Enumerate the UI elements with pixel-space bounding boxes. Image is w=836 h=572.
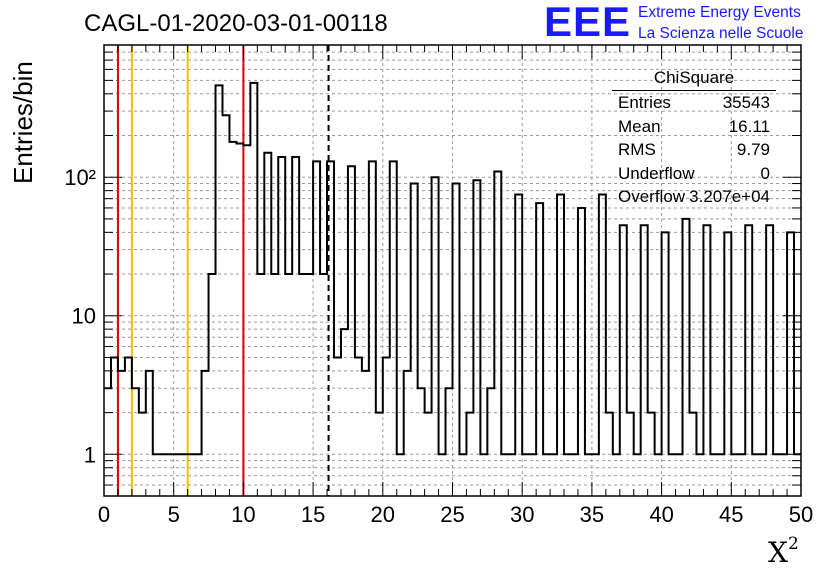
chart-title: CAGL-01-2020-03-01-00118 xyxy=(84,10,388,37)
x-tick-label: 20 xyxy=(371,502,395,527)
x-tick-label: 35 xyxy=(580,502,604,527)
x-tick-label: 10 xyxy=(231,502,255,527)
stats-row-mean: Mean 16.11 xyxy=(612,115,776,139)
stats-row-underflow: Underflow 0 xyxy=(612,162,776,186)
x-tick-label: 0 xyxy=(98,502,110,527)
stats-value: 0 xyxy=(760,163,770,183)
stats-value: 9.79 xyxy=(736,140,770,159)
stats-value: 35543 xyxy=(722,93,770,112)
logo-caption-line1: Extreme Energy Events xyxy=(638,4,801,21)
x-tick-label: 30 xyxy=(510,502,534,527)
stats-key: Mean xyxy=(618,116,661,136)
x-tick-label: 45 xyxy=(719,502,743,527)
y-tick-label: 1 xyxy=(84,442,96,467)
stats-row-rms: RMS 9.79 xyxy=(612,138,776,162)
histogram-series xyxy=(104,81,801,456)
tick-labels: 0 5 10 15 20 25 30 35 40 45 50 1 10 10² xyxy=(64,165,813,527)
stats-key: RMS xyxy=(618,140,656,159)
y-tick-label: 10² xyxy=(64,165,96,190)
x-axis-label-exponent: 2 xyxy=(787,534,799,554)
stats-row-entries: Entries 35543 xyxy=(612,91,776,115)
x-tick-label: 15 xyxy=(301,502,325,527)
x-tick-label: 5 xyxy=(168,502,180,527)
stats-key: Overflow xyxy=(618,187,686,206)
y-axis-label: Entries/bin xyxy=(8,61,38,184)
stats-title: ChiSquare xyxy=(612,66,776,91)
stats-row-overflow: Overflow 3.207e+04 xyxy=(612,185,776,209)
x-tick-label: 25 xyxy=(440,502,464,527)
logo-caption-line2: La Scienza nelle Scuole xyxy=(638,25,804,42)
stats-key: Entries xyxy=(618,93,671,112)
y-tick-label: 10 xyxy=(72,304,96,329)
stats-box: ChiSquare Entries 35543 Mean 16.11 RMS 9.79… xyxy=(612,66,776,209)
eee-logo: EEE xyxy=(544,0,632,45)
stats-value: 3.207e+04 xyxy=(689,187,770,206)
reference-lines xyxy=(116,45,330,496)
axis-ticks xyxy=(103,44,802,497)
x-tick-label: 40 xyxy=(649,502,673,527)
x-tick-label: 50 xyxy=(789,502,813,527)
x-axis-label: X2 xyxy=(768,534,799,569)
stats-key: Underflow xyxy=(618,163,695,183)
x-axis-label-symbol: X xyxy=(768,536,788,569)
stats-value: 16.11 xyxy=(728,116,770,136)
